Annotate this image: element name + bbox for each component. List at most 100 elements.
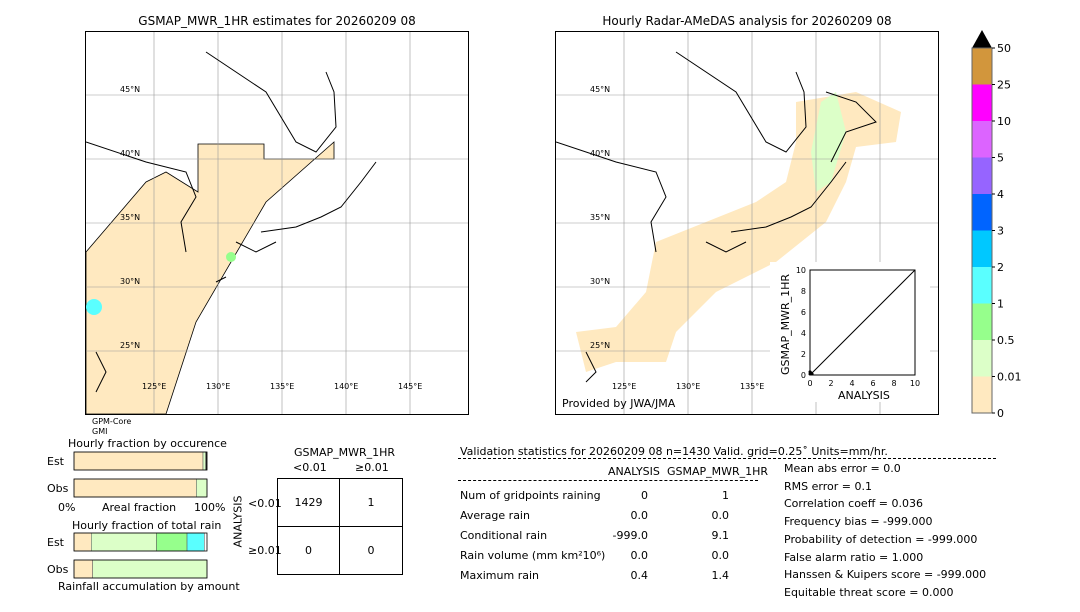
lon-label: 130°E xyxy=(206,382,231,391)
fraction-segment xyxy=(73,451,204,471)
sensor-label: GPM-Core xyxy=(92,417,132,426)
colorbar-label: 0.01 xyxy=(997,371,1022,384)
y-tick-label: 4 xyxy=(801,329,806,338)
diagonal-line xyxy=(809,269,916,376)
right-map-title: Hourly Radar-AMeDAS analysis for 2026020… xyxy=(602,14,892,28)
colorbar-segment xyxy=(972,340,992,377)
fraction-bar-frame xyxy=(73,559,208,579)
lat-label: 45°N xyxy=(120,85,141,94)
fraction-segment xyxy=(202,451,206,471)
lat-label: 30°N xyxy=(590,277,611,286)
contingency-title: GSMAP_MWR_1HR xyxy=(294,446,396,459)
y-tick-label: 0 xyxy=(801,371,806,380)
row-axis-label: ANALYSIS xyxy=(231,495,245,548)
occurrence-title: Hourly fraction by occurence xyxy=(68,437,227,450)
row-label: Est xyxy=(47,455,65,468)
colorbar-segment xyxy=(972,303,992,340)
colorbar-label: 0.5 xyxy=(997,334,1015,347)
fraction-segment xyxy=(73,478,197,498)
stat-label: Maximum rain xyxy=(460,569,539,582)
lon-label: 125°E xyxy=(142,382,167,391)
fraction-segment xyxy=(156,532,188,552)
colorbar-label: 2 xyxy=(997,261,1004,274)
fraction-bar-frame xyxy=(73,451,208,471)
rain-patch xyxy=(86,299,102,315)
scatter-xlabel: ANALYSIS xyxy=(838,389,890,402)
validation-header: Validation statistics for 20260209 08 n=… xyxy=(460,445,888,458)
colorbar-segment xyxy=(972,376,992,413)
scatter-ylabel: GSMAP_MWR_1HR xyxy=(779,273,793,376)
score-line: RMS error = 0.1 xyxy=(784,479,872,493)
analysis-value: 0.0 xyxy=(630,509,649,522)
score-line: Equitable threat score = 0.000 xyxy=(784,585,954,599)
score-line: Correlation coeff = 0.036 xyxy=(784,497,923,511)
score-line: Mean abs error = 0.0 xyxy=(784,462,901,475)
scatter-inset: 0 2 4 6 8 10 0 2 4 6 8 10 xyxy=(770,262,930,402)
colorbar-label: 1 xyxy=(997,298,1004,311)
lat-label: 40°N xyxy=(590,149,611,158)
lat-label: 30°N xyxy=(120,277,141,286)
colorbar-label: 4 xyxy=(997,188,1004,201)
occurrence-xlabel: Areal fraction xyxy=(102,501,177,514)
lon-label: 135°E xyxy=(740,382,765,391)
x-tick-label: 8 xyxy=(891,379,896,388)
x-tick-label: 4 xyxy=(849,379,854,388)
analysis-value: -999.0 xyxy=(612,529,648,542)
left-map-svg xyxy=(86,32,468,414)
lon-label: 145°E xyxy=(398,382,423,391)
left-map: 45°N 40°N 35°N 30°N 25°N 125°E 130°E 135°E 140°E… xyxy=(85,31,469,415)
colorbar-segment xyxy=(972,157,992,194)
coastline xyxy=(86,51,377,393)
colorbar-label: 10 xyxy=(997,115,1011,128)
cell: 0 xyxy=(367,543,375,557)
fraction-segment xyxy=(196,478,208,498)
sensor-label: GMI xyxy=(92,427,108,436)
left-map-title: GSMAP_MWR_1HR estimates for 20260209 08 xyxy=(138,14,416,28)
lat-label: 25°N xyxy=(120,341,141,350)
lat-label: 45°N xyxy=(590,85,611,94)
coastline xyxy=(556,51,877,383)
x-tick-label: 0 xyxy=(807,379,812,388)
cell: 0 xyxy=(278,526,340,574)
data-point xyxy=(810,372,814,376)
fraction-segment xyxy=(186,532,205,552)
fraction-segment xyxy=(73,559,93,579)
lat-label: 35°N xyxy=(120,213,141,222)
stat-label: Num of gridpoints raining xyxy=(460,489,601,502)
score-line: Probability of detection = -999.000 xyxy=(784,532,978,546)
col-label: <0.01 xyxy=(293,461,327,474)
fraction-charts: Est Obs Est Obs xyxy=(47,451,208,579)
col-label: ≥0.01 xyxy=(355,461,389,474)
colorbar-segment xyxy=(972,48,992,85)
fraction-segment xyxy=(73,532,92,552)
xtick-left: 0% xyxy=(58,501,76,514)
row-label: ≥0.01 xyxy=(248,544,282,557)
col-header: GSMAP_MWR_1HR xyxy=(667,465,769,478)
x-tick-label: 6 xyxy=(870,379,875,388)
stat-label: Rain volume (mm km²10⁶) xyxy=(460,549,606,562)
data-point xyxy=(808,370,812,374)
row-label: <0.01 xyxy=(248,497,282,510)
fraction-bar-frame xyxy=(73,478,208,498)
cell: 1 xyxy=(340,479,402,527)
fraction-bar-frame xyxy=(73,532,208,552)
stat-label: Conditional rain xyxy=(460,529,548,542)
gsmap-value: 9.1 xyxy=(711,529,730,542)
col-header: ANALYSIS xyxy=(608,465,660,478)
colorbar-label: 3 xyxy=(997,225,1004,238)
colorbar-segment xyxy=(972,267,992,304)
analysis-value: 0.4 xyxy=(630,569,649,582)
x-tick-label: 10 xyxy=(910,379,920,388)
rain-patch xyxy=(226,252,236,262)
row-label: Est xyxy=(47,536,65,549)
stat-label: Average rain xyxy=(460,509,530,522)
scatter-plot: 0 2 4 6 8 10 0 2 4 6 8 10 xyxy=(796,266,920,388)
contingency-table: 1429 1 0 0 xyxy=(277,478,403,575)
analysis-value: 0 xyxy=(641,489,648,502)
colorbar-label: 5 xyxy=(997,152,1004,165)
y-tick-label: 2 xyxy=(801,350,806,359)
row-label: Obs xyxy=(47,482,69,495)
extend-arrow xyxy=(972,30,992,48)
colorbar-label: 25 xyxy=(997,79,1011,92)
score-line: False alarm ratio = 1.000 xyxy=(784,550,924,564)
